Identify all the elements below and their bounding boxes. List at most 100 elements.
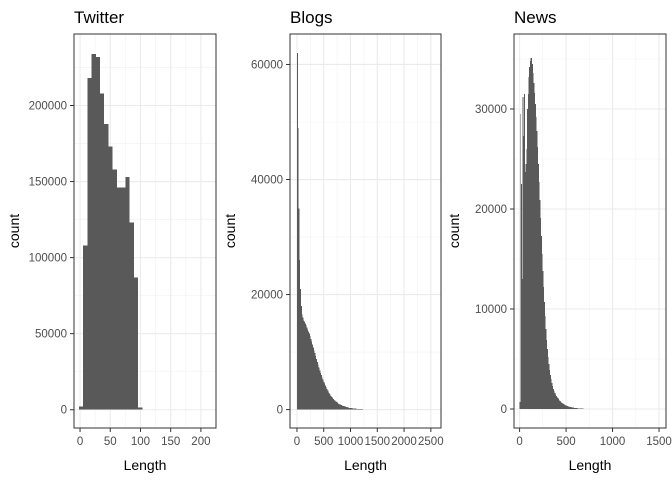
histogram-bar [551,383,553,409]
histogram-bar [350,408,352,410]
histogram-bar [322,379,324,410]
histogram-bar [577,408,579,409]
panel-title: News [514,8,557,27]
histogram-bar [523,136,525,409]
histogram-bar [309,335,311,410]
histogram-bar [565,405,567,409]
plot-border [513,33,667,429]
histogram-bar [87,78,92,410]
histogram-bar [336,402,338,410]
y-axis-title: count [222,214,238,248]
histogram-bar [576,408,577,409]
histogram-bar [576,408,578,409]
panel-title: Twitter [74,8,124,27]
histogram-bar [561,402,562,409]
histogram-bar [333,398,334,410]
histogram-bar [312,344,314,410]
histogram-bar [116,187,122,410]
histogram-bar [356,408,358,410]
histogram-bar [323,381,325,410]
histogram-bar [543,287,545,409]
histogram-bar [547,349,548,409]
histogram-bar [556,397,558,409]
histogram-bar [346,407,348,410]
histogram-bar [570,407,572,409]
y-tick-label: 20000 [251,290,283,302]
histogram-bar [549,370,551,409]
histogram-bar [536,131,538,409]
histogram-bar [339,404,341,410]
histogram-bar [311,341,313,410]
histogram-bar [307,329,309,410]
histogram-bar [520,114,522,409]
y-tick-label: 0 [277,405,283,417]
histogram-bar [525,164,527,409]
histogram-bar [349,407,351,410]
histogram-bar [133,277,139,410]
histogram-bar [558,400,560,409]
x-tick-label: 500 [556,436,575,448]
x-tick-label: 2500 [418,436,444,448]
histogram-bar [341,405,342,410]
histogram-bar [539,200,541,409]
y-axis-title: count [6,214,22,248]
histogram-bar [545,329,547,409]
histogram-bar [527,109,528,409]
histogram-bar [337,403,339,410]
histogram-bar [579,408,581,409]
histogram-bar [316,358,318,410]
histogram-bar [530,58,532,409]
x-tick-label: 150 [161,436,180,448]
histogram-bar [297,127,299,410]
histogram-bar [319,370,321,410]
histogram-bar [555,394,557,409]
histogram-bar [317,364,319,410]
histogram-bar [554,393,556,409]
histogram-bar [340,404,342,410]
histogram-bar [533,83,535,409]
histogram-bar [343,406,345,410]
histogram-bar [568,406,570,409]
histogram-bar [309,333,310,410]
histogram-bar [548,364,550,409]
histogram-bar [354,408,356,410]
histogram-bar [337,402,338,410]
x-tick-label: 1000 [338,436,364,448]
histogram-bar [99,93,105,410]
y-tick-label: 0 [61,405,67,417]
histogram-bar [544,302,545,409]
histogram-bar [318,367,320,410]
histogram-bar [359,409,361,410]
histogram-bar [532,73,534,409]
histogram-bar [310,338,312,410]
histogram-bar [529,67,530,409]
histogram-bar [564,404,565,409]
histogram-bar [541,236,542,409]
histogram-bar [550,379,552,409]
x-tick-label: 1000 [600,436,626,448]
histogram-bar [299,260,301,410]
histogram-bar [522,97,524,409]
histogram-bar [121,187,126,410]
histogram-bar [353,408,354,410]
histogram-bar [305,325,307,410]
histogram-bar [321,375,322,410]
histogram-bar [302,317,304,410]
histogram-bar [347,407,349,410]
histogram-bar [527,94,529,409]
histogram-bar [335,401,337,410]
histogram-bar [524,172,526,409]
histogram-bar [345,406,346,410]
histogram-bar [334,400,336,410]
histogram-bar [78,406,84,410]
histogram-bar [306,327,308,410]
histogram-bar [529,61,531,409]
histogram-bar [300,288,301,410]
histogram-bar [579,408,580,409]
histogram-bar [344,406,346,410]
histogram-bar [559,400,561,409]
histogram-bar [315,356,317,410]
y-tick-label: 50000 [35,329,67,341]
histogram-bar [560,401,562,409]
histogram-bar [572,407,574,409]
